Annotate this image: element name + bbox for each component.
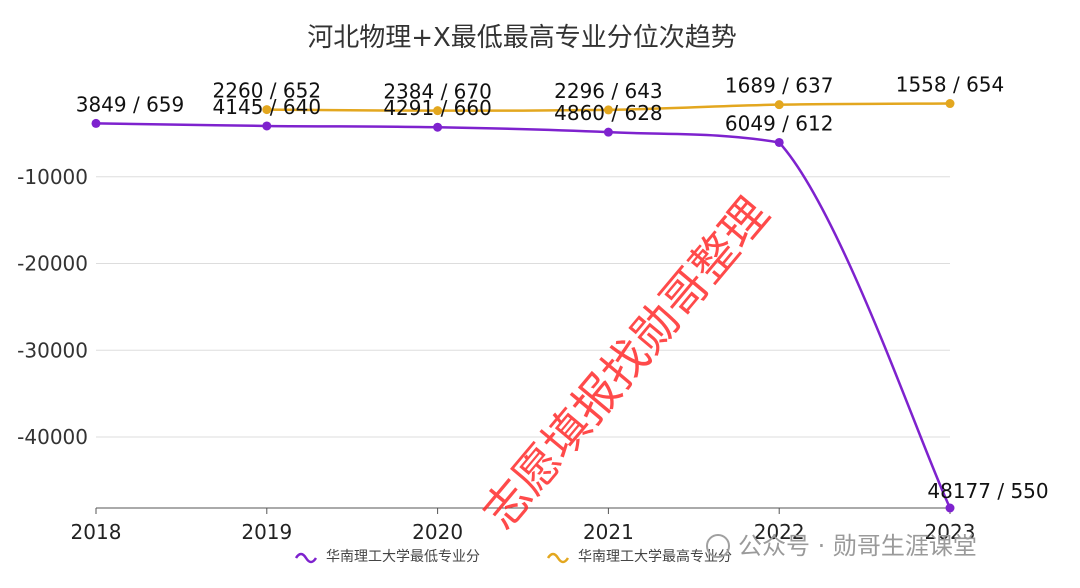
y-tick-label: -40000 xyxy=(17,425,88,449)
data-label: 1558 / 654 xyxy=(896,73,1005,97)
x-tick-label: 2020 xyxy=(412,520,463,544)
data-point[interactable] xyxy=(945,99,955,109)
y-axis: -10000 -20000 -30000 -40000 xyxy=(17,165,88,449)
data-label: 2384 / 670 xyxy=(383,80,492,104)
legend-item[interactable]: 华南理工大学最低专业分 xyxy=(294,549,480,565)
x-tick-label: 2023 xyxy=(925,520,976,544)
x-tick-label: 2019 xyxy=(241,520,292,544)
data-labels: 3849 / 659 4145 / 640 4291 / 660 4860 / 628… xyxy=(76,73,1049,503)
grid-lines xyxy=(96,176,950,438)
x-tick-label: 2018 xyxy=(71,520,122,544)
data-point[interactable] xyxy=(945,503,955,513)
watermark-account-text: 公众号 · 勋哥生涯课堂 xyxy=(738,532,977,560)
legend-swatch xyxy=(546,552,570,564)
data-label: 4860 / 628 xyxy=(554,101,663,125)
y-tick-label: -30000 xyxy=(17,338,88,362)
chart-title: 河北物理+X最低最高专业分位次趋势 xyxy=(307,23,737,53)
legend-item[interactable]: 华南理工大学最高专业分 xyxy=(546,548,732,565)
watermark-account: 公众号 · 勋哥生涯课堂 xyxy=(706,532,977,560)
data-label: 4291 / 660 xyxy=(383,96,492,120)
data-point[interactable] xyxy=(774,137,784,147)
data-point[interactable] xyxy=(603,105,613,115)
x-axis: 2018 2019 2020 2021 2022 2023 xyxy=(71,507,976,544)
data-point[interactable] xyxy=(91,118,101,128)
data-point[interactable] xyxy=(774,100,784,110)
data-point[interactable] xyxy=(262,105,272,115)
y-tick-label: -20000 xyxy=(17,252,88,276)
x-tick-label: 2022 xyxy=(754,520,805,544)
legend-label: 华南理工大学最低专业分 xyxy=(326,549,480,565)
data-point[interactable] xyxy=(433,106,443,116)
wechat-icon xyxy=(706,534,730,558)
data-label: 48177 / 550 xyxy=(927,479,1048,503)
data-label: 4145 / 640 xyxy=(213,95,322,119)
data-label: 3849 / 659 xyxy=(76,92,185,116)
series-layer xyxy=(91,99,955,513)
legend[interactable]: 华南理工大学最低专业分 华南理工大学最高专业分 xyxy=(294,548,732,565)
data-label: 2260 / 652 xyxy=(213,79,322,103)
data-point[interactable] xyxy=(433,122,443,132)
data-point[interactable] xyxy=(262,121,272,131)
y-tick-label: -10000 xyxy=(17,165,88,189)
data-label: 2296 / 643 xyxy=(554,79,663,103)
legend-label: 华南理工大学最高专业分 xyxy=(578,548,732,565)
data-label: 6049 / 612 xyxy=(725,111,834,135)
data-point[interactable] xyxy=(603,127,613,137)
watermark-text: 志愿填报找勋哥整理 xyxy=(472,187,779,539)
series-line xyxy=(95,122,952,509)
legend-swatch xyxy=(294,552,318,564)
x-tick-label: 2021 xyxy=(583,520,634,544)
data-label: 1689 / 637 xyxy=(725,74,834,98)
